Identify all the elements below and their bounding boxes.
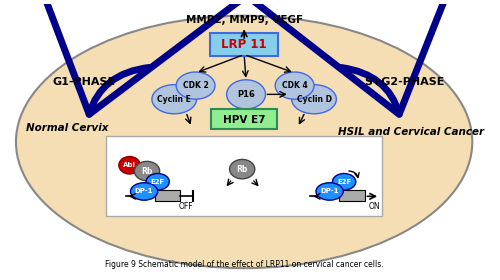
Ellipse shape	[134, 161, 160, 181]
Text: G1-PHASE: G1-PHASE	[52, 77, 116, 87]
Text: P16: P16	[237, 90, 255, 99]
Ellipse shape	[152, 85, 196, 114]
Text: MMP2, MMP9, VEGF: MMP2, MMP9, VEGF	[186, 15, 302, 25]
FancyArrowPatch shape	[202, 0, 492, 114]
Text: DP-1: DP-1	[135, 188, 154, 194]
Text: HSIL and Cervical Cancer: HSIL and Cervical Cancer	[338, 127, 484, 137]
Ellipse shape	[16, 16, 472, 268]
Text: ON: ON	[368, 202, 380, 211]
Text: LRP 11: LRP 11	[222, 38, 267, 51]
Text: HPV E7: HPV E7	[223, 115, 266, 125]
Text: Rb: Rb	[142, 167, 152, 176]
Ellipse shape	[176, 72, 215, 99]
Ellipse shape	[230, 159, 255, 179]
Text: Figure 9 Schematic model of the effect of LRP11 on cervical cancer cells.: Figure 9 Schematic model of the effect o…	[105, 260, 384, 269]
Ellipse shape	[292, 85, 337, 114]
Text: Normal Cervix: Normal Cervix	[26, 123, 108, 133]
Text: CDK 4: CDK 4	[282, 81, 308, 90]
Text: E2F: E2F	[150, 179, 165, 185]
Text: OFF: OFF	[178, 202, 193, 211]
Text: Rb: Rb	[236, 165, 248, 174]
Ellipse shape	[130, 183, 158, 200]
Text: Abl: Abl	[123, 162, 136, 168]
Text: E2F: E2F	[337, 179, 351, 185]
FancyBboxPatch shape	[155, 190, 180, 201]
Text: CDK 2: CDK 2	[182, 81, 208, 90]
Text: DP-1: DP-1	[320, 188, 339, 194]
Ellipse shape	[332, 174, 356, 190]
Text: Cyclin D: Cyclin D	[296, 95, 332, 104]
Ellipse shape	[316, 183, 343, 200]
FancyBboxPatch shape	[210, 33, 278, 57]
FancyBboxPatch shape	[211, 109, 277, 129]
Ellipse shape	[226, 80, 266, 109]
Ellipse shape	[275, 72, 314, 99]
Text: Cyclin E: Cyclin E	[158, 95, 191, 104]
FancyBboxPatch shape	[340, 190, 364, 201]
FancyArrowPatch shape	[349, 171, 359, 178]
Ellipse shape	[119, 157, 140, 174]
Text: S+G2-PHASE: S+G2-PHASE	[364, 77, 444, 87]
FancyArrowPatch shape	[0, 0, 288, 114]
Ellipse shape	[146, 174, 170, 190]
FancyBboxPatch shape	[106, 136, 382, 216]
